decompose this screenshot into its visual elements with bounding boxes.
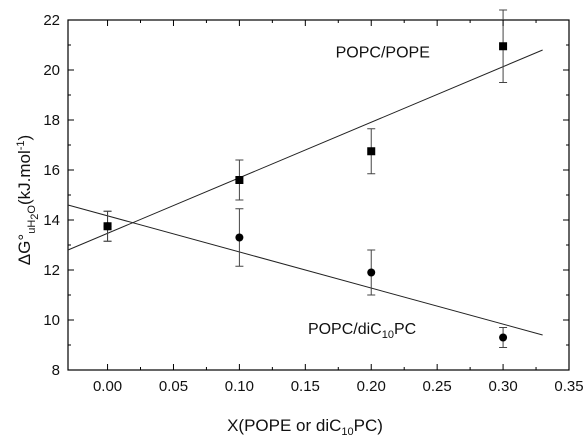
y-axis-label-subO: O	[26, 205, 38, 214]
y-tick-label: 12	[43, 262, 60, 279]
data-point-circle	[103, 222, 112, 231]
x-tick-label: 0.10	[225, 378, 254, 395]
y-axis-label-sup: -1	[15, 140, 27, 150]
x-axis-label-tail: PC)	[354, 416, 383, 435]
y-tick-label: 10	[43, 312, 60, 329]
y-tick-label: 16	[43, 162, 60, 179]
annotation-popc-dic10pc: POPC/diC10PC	[308, 321, 416, 341]
x-tick-label: 0.30	[488, 378, 517, 395]
data-point-square	[235, 176, 244, 184]
data-point-circle	[367, 268, 376, 277]
y-tick-label: 14	[43, 212, 60, 229]
x-axis-label-sub: 10	[341, 426, 353, 437]
x-tick-label: 0.15	[291, 378, 320, 395]
x-tick-label: 0.35	[554, 378, 583, 395]
y-axis-label-end: )	[15, 135, 34, 141]
plot-frame	[67, 19, 570, 371]
y-tick-label: 8	[52, 362, 60, 379]
x-tick-label: 0.20	[357, 378, 386, 395]
x-tick-label: 0.25	[423, 378, 452, 395]
y-tick-label: 18	[43, 112, 60, 129]
y-axis-label-tail: (kJ.mol	[15, 150, 34, 205]
annotation-2-main: POPC/diC	[308, 321, 382, 338]
y-axis-label-sub: uH	[26, 220, 38, 234]
annotation-2-sub: 10	[382, 329, 394, 341]
y-tick-label: 20	[43, 62, 60, 79]
data-point-circle	[499, 333, 508, 342]
y-tick-label: 22	[43, 12, 60, 29]
y-axis-label: ΔG°uH2O(kJ.mol-1)	[15, 135, 41, 265]
annotation-popc-pope: POPC/POPE	[336, 45, 430, 62]
fit-line-series-1	[67, 49, 543, 251]
y-axis-label-sub2: 2	[29, 214, 41, 220]
x-axis-label: X(POPE or diC10PC)	[227, 416, 383, 437]
fit-line-series-2	[67, 204, 543, 336]
x-axis-label-main: X(POPE or diC	[227, 416, 341, 435]
y-axis-label-pre: ΔG°	[15, 234, 34, 265]
x-tick-label: 0.00	[93, 378, 122, 395]
data-point-square	[367, 147, 376, 156]
data-point-circle	[235, 233, 244, 242]
data-point-square	[499, 42, 508, 51]
annotation-2-tail: PC	[394, 321, 416, 338]
x-tick-label: 0.05	[159, 378, 188, 395]
